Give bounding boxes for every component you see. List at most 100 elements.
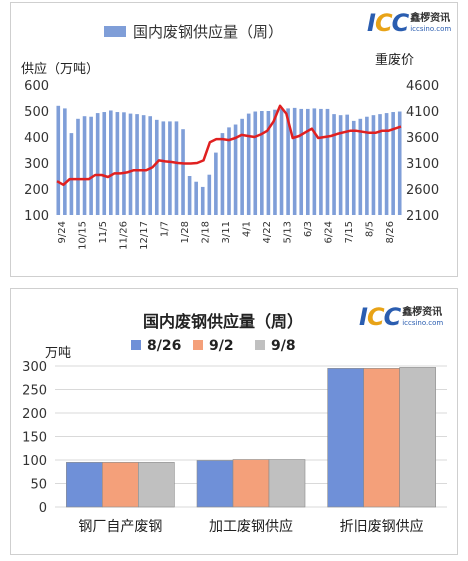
bar-7 xyxy=(102,112,107,215)
chart-title: 国内废钢供应量（周） xyxy=(143,312,303,331)
bar-32 xyxy=(266,111,271,215)
x-tick-label-6: 1/28 xyxy=(180,221,191,243)
y-tick-label-0: 0 xyxy=(39,501,47,516)
legend-label-0: 8/26 xyxy=(147,338,181,354)
bar-2-2 xyxy=(399,367,436,508)
bar-42 xyxy=(332,114,336,215)
bar-8 xyxy=(109,110,113,215)
bar-2-1 xyxy=(363,368,400,508)
bar-50 xyxy=(384,113,389,215)
bar-21 xyxy=(194,181,198,215)
x-tick-label-0: 9/24 xyxy=(57,221,68,243)
bar-10 xyxy=(122,112,126,215)
legend-label-1: 9/2 xyxy=(209,338,234,354)
y-axis-label: 供应（万吨） xyxy=(21,61,99,77)
bar-9 xyxy=(115,112,120,215)
icc-logo-mark: ICC xyxy=(367,9,409,37)
y2-tick-label-3: 3600 xyxy=(406,131,439,146)
y-tick-label-4: 500 xyxy=(24,105,49,120)
x-tick-label-13: 6/24 xyxy=(324,221,335,243)
bar-6 xyxy=(95,113,100,215)
bar-26 xyxy=(227,127,231,215)
bar-29 xyxy=(246,113,251,215)
x-tick-label-14: 7/15 xyxy=(344,221,355,243)
price-line xyxy=(56,104,402,187)
bar-24 xyxy=(214,152,218,215)
bar-1 xyxy=(63,108,67,215)
bar-19 xyxy=(181,129,185,215)
bar-31 xyxy=(260,111,264,215)
category-label-1: 加工废钢供应 xyxy=(209,518,293,535)
icc-logo-mark-2: ICC xyxy=(359,303,401,331)
y2-tick-label-1: 2600 xyxy=(406,183,439,198)
x-tick-label-15: 8/5 xyxy=(365,221,376,237)
y2-tick-label-0: 2100 xyxy=(406,209,439,224)
bar-51 xyxy=(391,112,395,215)
legend-swatch-supply xyxy=(104,26,126,37)
bar-5 xyxy=(89,116,93,215)
bar-0 xyxy=(56,105,61,215)
y-tick-label-3: 150 xyxy=(22,431,47,446)
y2-tick-label-2: 3100 xyxy=(406,157,439,172)
x-tick-label-3: 11/26 xyxy=(119,221,130,250)
bar-41 xyxy=(325,108,330,215)
bar-3 xyxy=(76,118,80,215)
bar-36 xyxy=(292,107,297,215)
category-label-2: 折旧废钢供应 xyxy=(340,518,424,535)
bar-34 xyxy=(279,108,284,215)
bar-48 xyxy=(371,115,376,215)
bar-14 xyxy=(148,116,153,215)
bar-22 xyxy=(200,186,205,215)
bar-52 xyxy=(397,111,402,215)
x-tick-label-4: 12/17 xyxy=(139,221,150,250)
bar-39 xyxy=(312,108,317,215)
bar-33 xyxy=(273,109,277,215)
supply-price-chart: 国内废钢供应量（周） 供应（万吨） 重废价 100 200 300 400 500 600 210… xyxy=(21,23,439,250)
bar-2-0 xyxy=(327,368,364,508)
y-tick-label-3: 400 xyxy=(24,131,49,146)
x-tick-label-9: 4/1 xyxy=(242,221,253,237)
x-tick-label-16: 8/26 xyxy=(385,221,396,243)
logo-brand-cn-2: 鑫椤资讯 xyxy=(402,306,443,318)
y2-tick-label-4: 4100 xyxy=(406,105,439,120)
y-tick-label-4: 200 xyxy=(22,407,47,422)
bar-45 xyxy=(351,120,356,215)
x-tick-label-5: 1/7 xyxy=(160,221,171,237)
y-tick-label-1: 50 xyxy=(30,478,47,493)
bar-44 xyxy=(345,114,349,215)
legend-label-supply: 国内废钢供应量（周） xyxy=(133,23,283,41)
x-tick-label-2: 11/5 xyxy=(98,221,109,243)
bar-16 xyxy=(161,121,166,215)
bar-23 xyxy=(207,174,212,215)
bar-49 xyxy=(378,114,382,215)
bar-11 xyxy=(128,113,133,215)
x-tick-label-7: 2/18 xyxy=(201,221,212,243)
bar-40 xyxy=(319,108,323,215)
legend-label-2: 9/8 xyxy=(271,338,296,354)
y-axis-label: 万吨 xyxy=(45,346,71,361)
chart-panel-weekly-supply: 国内废钢供应量（周） 供应（万吨） 重废价 100 200 300 400 500 600 210… xyxy=(10,2,458,277)
bar-0-2 xyxy=(138,462,175,508)
bar-43 xyxy=(338,115,343,215)
icc-logo: ICC 鑫椤资讯 iccsino.com xyxy=(367,9,451,37)
legend-swatch-2 xyxy=(255,340,265,350)
y-tick-label-6: 300 xyxy=(22,360,47,375)
bar-30 xyxy=(253,111,258,215)
icc-logo-2: ICC 鑫椤资讯 iccsino.com xyxy=(359,303,443,331)
y-tick-label-1: 200 xyxy=(24,183,49,198)
bar-2 xyxy=(69,133,74,215)
bar-37 xyxy=(299,108,304,215)
legend-swatch-0 xyxy=(131,340,141,350)
bar-38 xyxy=(305,108,310,215)
y-tick-label-5: 250 xyxy=(22,384,47,399)
x-tick-label-8: 3/11 xyxy=(221,221,232,243)
y-tick-label-2: 100 xyxy=(22,454,47,469)
chart-panel-category-supply: 国内废钢供应量（周） 万吨 8/26 9/2 9/8 0 50 100 150 200 250 300… xyxy=(10,288,458,555)
logo-url: iccsino.com xyxy=(410,24,452,33)
bar-13 xyxy=(141,115,146,215)
x-tick-label-12: 6/3 xyxy=(303,221,314,237)
bar-47 xyxy=(365,116,369,215)
bar-4 xyxy=(82,116,87,215)
y2-axis-label: 重废价 xyxy=(375,52,414,68)
bar-25 xyxy=(220,133,225,215)
